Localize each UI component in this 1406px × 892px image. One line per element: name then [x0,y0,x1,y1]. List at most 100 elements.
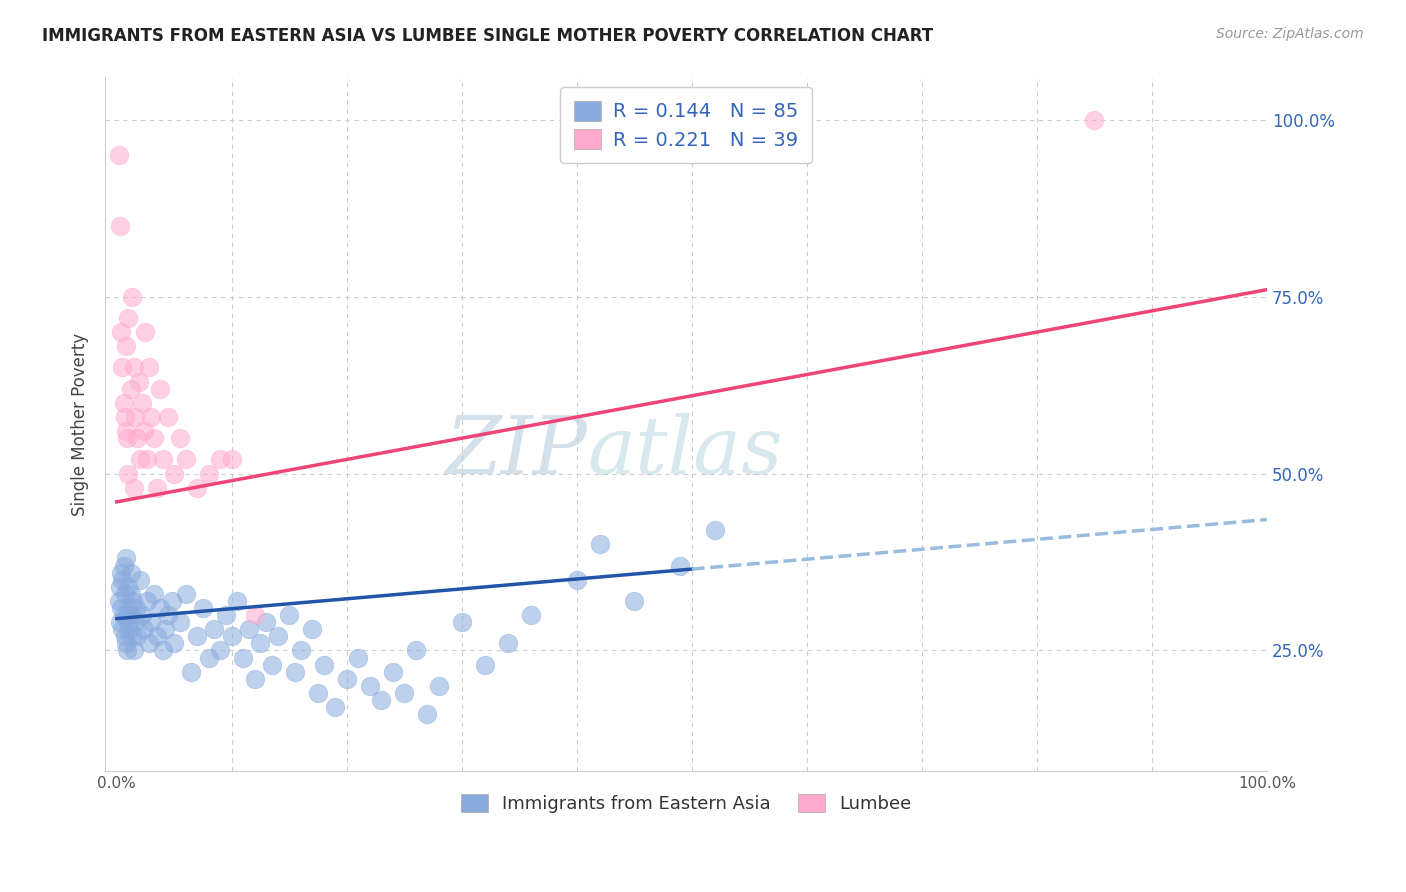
Point [589,537,612,551]
Text: IMMIGRANTS FROM EASTERN ASIA VS LUMBEE SINGLE MOTHER POVERTY CORRELATION CHART: IMMIGRANTS FROM EASTERN ASIA VS LUMBEE S… [42,27,934,45]
Point [238,622,260,636]
Point [565,573,588,587]
Point [157,409,180,424]
Point [284,665,307,679]
Point [122,360,145,375]
Point [108,148,131,162]
Point [134,424,156,438]
Point [157,608,180,623]
Point [141,615,163,629]
Legend: Immigrants from Eastern Asia, Lumbee: Immigrants from Eastern Asia, Lumbee [450,783,922,824]
Point [347,650,370,665]
Point [381,665,404,679]
Point [197,467,219,481]
Point [124,409,146,424]
Point [115,339,138,353]
Point [114,587,136,601]
Point [112,396,135,410]
Point [249,636,271,650]
Point [128,573,150,587]
Point [149,382,172,396]
Text: Source: ZipAtlas.com: Source: ZipAtlas.com [1216,27,1364,41]
Point [146,481,169,495]
Point [169,431,191,445]
Point [312,657,335,672]
Point [122,481,145,495]
Point [278,608,301,623]
Point [128,375,150,389]
Point [1083,112,1105,127]
Point [323,700,346,714]
Point [180,665,202,679]
Point [115,643,138,657]
Point [141,409,163,424]
Point [138,636,160,650]
Point [623,594,645,608]
Point [108,219,131,233]
Y-axis label: Single Mother Poverty: Single Mother Poverty [72,333,89,516]
Point [108,594,131,608]
Point [115,636,138,650]
Point [121,290,143,304]
Point [474,657,496,672]
Point [169,615,191,629]
Point [243,672,266,686]
Point [108,615,131,629]
Point [496,636,519,650]
Point [121,629,143,643]
Point [112,558,135,573]
Point [290,643,312,657]
Point [111,622,134,636]
Text: ZIP: ZIP [446,413,588,491]
Point [394,686,416,700]
Point [267,629,290,643]
Point [197,650,219,665]
Point [163,467,186,481]
Point [254,615,277,629]
Point [117,310,139,325]
Point [226,594,249,608]
Point [186,481,208,495]
Point [134,622,156,636]
Point [115,431,138,445]
Point [135,452,157,467]
Point [108,580,131,594]
Point [174,452,197,467]
Point [146,629,169,643]
Point [260,657,283,672]
Point [110,601,132,615]
Point [209,452,232,467]
Point [138,360,160,375]
Point [160,594,183,608]
Point [520,608,543,623]
Point [174,587,197,601]
Point [450,615,472,629]
Point [117,580,139,594]
Point [191,601,214,615]
Point [135,594,157,608]
Point [112,608,135,623]
Point [232,650,254,665]
Point [243,608,266,623]
Point [117,467,139,481]
Point [134,325,156,339]
Point [703,523,725,537]
Point [359,679,381,693]
Point [152,643,174,657]
Point [124,615,146,629]
Point [120,566,142,580]
Point [221,629,243,643]
Point [117,615,139,629]
Point [118,601,141,615]
Point [115,608,138,623]
Point [416,707,439,722]
Point [111,360,134,375]
Point [427,679,450,693]
Point [186,629,208,643]
Point [131,396,153,410]
Point [209,643,232,657]
Point [131,608,153,623]
Point [307,686,329,700]
Point [120,382,142,396]
Point [111,573,134,587]
